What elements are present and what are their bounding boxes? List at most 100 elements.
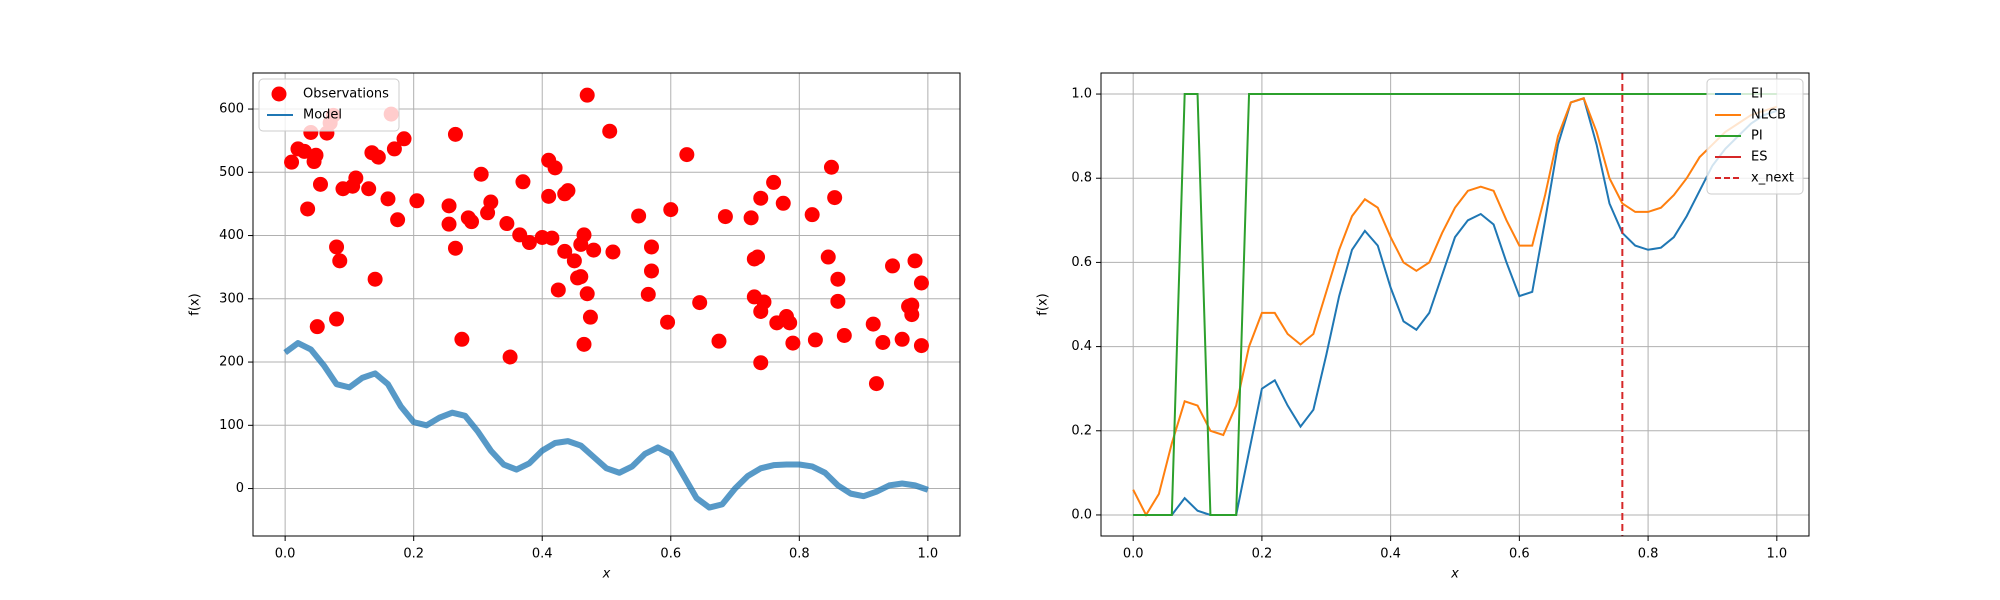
x-tick-label: 0.0: [275, 547, 296, 562]
axes-frame: [252, 72, 961, 537]
observation-point: [566, 253, 582, 269]
observation-point: [329, 311, 345, 327]
legend-label: ES: [1751, 150, 1767, 165]
observation-point: [579, 286, 595, 302]
observation-point: [640, 286, 656, 302]
observation-point: [582, 309, 598, 325]
x-tick-label: 0.4: [1380, 547, 1401, 562]
model-line: [283, 340, 929, 511]
observation-point: [483, 194, 499, 210]
observation-point: [913, 338, 929, 354]
observation-point: [830, 271, 846, 287]
observation-point: [447, 126, 463, 142]
observation-point: [743, 210, 759, 226]
observation-point: [868, 376, 884, 392]
observation-point: [807, 332, 823, 348]
observation-point: [386, 141, 402, 157]
observation-point: [390, 212, 406, 228]
observation-point: [547, 160, 563, 176]
y-tick-label: 0: [236, 481, 244, 496]
y-axis-label: f(x): [1036, 293, 1051, 315]
observation-point: [679, 147, 695, 163]
legend: Observations Model: [258, 78, 400, 132]
observation-point: [521, 235, 537, 251]
legend-label: Model: [303, 108, 342, 123]
y-tick-label: 0.8: [1071, 171, 1092, 186]
observation-point: [361, 181, 377, 197]
axes-frame: [1100, 72, 1810, 537]
observation-point: [441, 216, 457, 232]
observation-point: [332, 253, 348, 269]
observation-point: [544, 230, 560, 246]
observation-point: [454, 331, 470, 347]
x-tick-label: 0.6: [660, 547, 681, 562]
y-tick-label: 0.2: [1071, 423, 1092, 438]
observation-point: [499, 216, 515, 232]
observation-point: [692, 295, 708, 311]
series-line: [1133, 96, 1778, 516]
observation-point: [913, 275, 929, 291]
x-tick-label: 0.6: [1509, 547, 1530, 562]
legend-marker: [271, 86, 287, 102]
legend-label: x_next: [1751, 171, 1794, 186]
x-tick-label: 1.0: [1766, 547, 1787, 562]
y-tick-label: 0.4: [1071, 339, 1092, 354]
observation-point: [907, 253, 923, 269]
observation-point: [409, 193, 425, 209]
observation-point: [370, 149, 386, 165]
observation-point: [904, 297, 920, 313]
observation-point: [515, 174, 531, 190]
y-tick-label: 500: [219, 165, 244, 180]
observation-point: [557, 243, 573, 259]
observation-point: [602, 123, 618, 139]
observation-point: [576, 227, 592, 243]
y-tick-label: 100: [219, 418, 244, 433]
legend-label: Observations: [303, 87, 389, 102]
observation-point: [823, 159, 839, 175]
observation-point: [348, 170, 364, 186]
observation-point: [865, 316, 881, 332]
x-tick-label: 0.4: [532, 547, 553, 562]
legend-box: [258, 78, 400, 132]
legend-label: NLCB: [1751, 108, 1786, 123]
series-line: [1132, 97, 1778, 518]
legend: EI NLCB PI ES x_next: [1706, 78, 1804, 195]
observation-point: [541, 188, 557, 204]
legend-label: PI: [1751, 129, 1763, 144]
legend-box: [1706, 78, 1804, 195]
observation-point: [296, 143, 312, 159]
observation-point: [473, 166, 489, 182]
observation-point: [367, 271, 383, 287]
y-tick-label: 400: [219, 228, 244, 243]
observation-point: [836, 327, 852, 343]
x-tick-label: 0.2: [1252, 547, 1273, 562]
observation-point: [586, 242, 602, 258]
x-tick-label: 0.8: [1638, 547, 1659, 562]
observation-point: [576, 336, 592, 352]
observation-point: [885, 258, 901, 274]
observation-point: [804, 207, 820, 223]
observation-point: [447, 240, 463, 256]
observation-point: [663, 202, 679, 218]
series-line: [1133, 93, 1777, 516]
observation-point: [329, 239, 345, 255]
y-axis-label: f(x): [188, 293, 203, 315]
y-tick-label: 0.0: [1071, 507, 1092, 522]
observation-point: [579, 87, 595, 103]
observation-point: [550, 282, 566, 298]
observation-point: [300, 201, 316, 217]
x-tick-label: 0.0: [1123, 547, 1144, 562]
observation-point: [309, 319, 325, 335]
y-tick-label: 300: [219, 291, 244, 306]
observation-point: [753, 355, 769, 371]
x-axis-label: x: [1450, 567, 1459, 582]
observation-point: [464, 214, 480, 230]
observation-point: [756, 294, 772, 310]
observation-point: [875, 334, 891, 350]
observation-point: [560, 183, 576, 199]
observation-point: [782, 315, 798, 331]
observation-point: [894, 331, 910, 347]
observation-point: [660, 314, 676, 330]
